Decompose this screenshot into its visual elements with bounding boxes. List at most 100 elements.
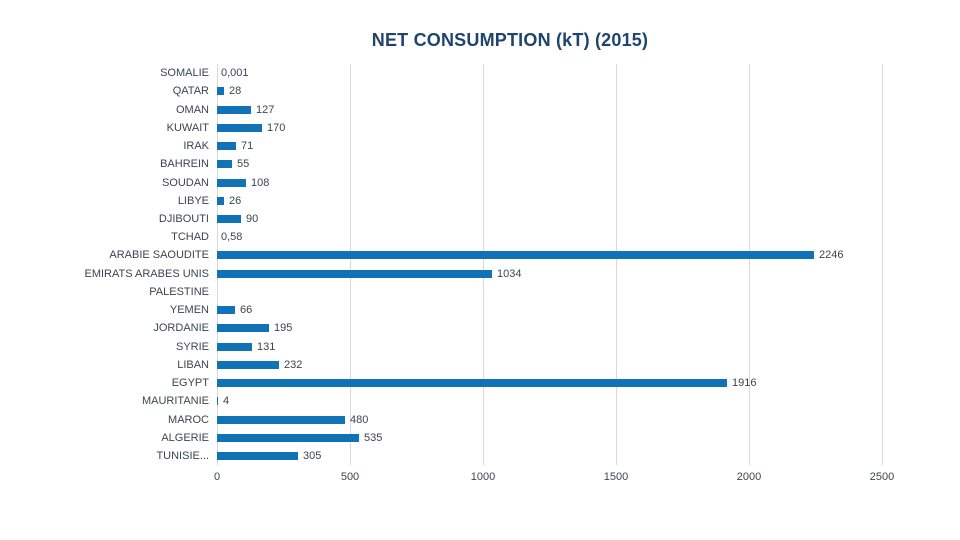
- x-axis-tick-label: 1000: [470, 471, 496, 483]
- bar: [217, 178, 246, 187]
- bar: [217, 306, 235, 315]
- value-label: 1034: [497, 267, 522, 280]
- plot-area: 0,001 28 127 170 71 55 108 26 90 0,58 2246 1034 66 19…: [217, 64, 883, 465]
- bar-rows: 0,001 28 127 170 71 55 108 26 90 0,58 2246 1034 66 19…: [217, 64, 882, 465]
- bar: [217, 142, 236, 151]
- bar-row: 535: [217, 429, 882, 447]
- category-label: OMAN: [176, 103, 209, 116]
- value-label: 195: [274, 322, 293, 335]
- category-label: EGYPT: [171, 377, 209, 390]
- gridline: [882, 64, 883, 465]
- bar: [217, 196, 224, 205]
- gridline: [483, 64, 484, 465]
- bar-row: 55: [217, 155, 882, 173]
- category-label: SOUDAN: [161, 176, 209, 189]
- category-label: DJIBOUTI: [158, 212, 209, 225]
- x-axis-tick-label: 2500: [869, 471, 895, 483]
- bar-row: 480: [217, 410, 882, 428]
- category-label: PALESTINE: [149, 285, 209, 298]
- gridlines: [217, 64, 883, 465]
- category-label: MAURITANIE: [141, 395, 209, 408]
- value-label: 55: [237, 158, 250, 171]
- value-label: 28: [229, 85, 242, 98]
- bar: [217, 397, 218, 406]
- x-axis-tick-label: 0: [213, 471, 221, 483]
- category-label: TUNISIE...: [156, 450, 209, 463]
- value-label: 232: [284, 358, 303, 371]
- bar: [217, 342, 252, 351]
- x-axis-tick-label: 1500: [603, 471, 629, 483]
- value-label: 66: [240, 304, 253, 317]
- bar-row: 1034: [217, 265, 882, 283]
- bar: [217, 379, 727, 388]
- value-label: 1916: [732, 377, 757, 390]
- value-label: 26: [229, 194, 242, 207]
- bar-row: 4: [217, 392, 882, 410]
- category-label: SYRIE: [175, 340, 209, 353]
- value-label: 4: [223, 395, 230, 408]
- bar-row: 0,58: [217, 228, 882, 246]
- bar-row: [217, 283, 882, 301]
- category-label: SOMALIE: [160, 67, 209, 80]
- category-label: TCHAD: [171, 231, 209, 244]
- chart-title: NET CONSUMPTION (kT) (2015): [371, 30, 649, 50]
- category-label: LIBAN: [177, 358, 209, 371]
- bar-row: 71: [217, 137, 882, 155]
- bar-row: 66: [217, 301, 882, 319]
- category-label: ARABIE SAOUDITE: [109, 249, 209, 262]
- value-label: 71: [241, 140, 254, 153]
- x-axis-tick-label: 2000: [736, 471, 762, 483]
- category-label: YEMEN: [169, 304, 209, 317]
- bar: [217, 214, 241, 223]
- bar: [217, 160, 232, 169]
- bar-row: 170: [217, 119, 882, 137]
- bar-row: 232: [217, 356, 882, 374]
- bar: [217, 360, 279, 369]
- bar-row: 26: [217, 192, 882, 210]
- category-label: MAROC: [168, 413, 209, 426]
- bar-row: 90: [217, 210, 882, 228]
- bar-row: 305: [217, 447, 882, 465]
- gridline: [616, 64, 617, 465]
- value-label: 90: [246, 212, 259, 225]
- bar: [217, 123, 262, 132]
- bar-row: 1916: [217, 374, 882, 392]
- value-label: 0,001: [221, 67, 249, 80]
- bar-row: 195: [217, 319, 882, 337]
- bar-row: 131: [217, 338, 882, 356]
- category-label: IRAK: [183, 140, 209, 153]
- category-label: QATAR: [172, 85, 209, 98]
- category-label: JORDANIE: [153, 322, 209, 335]
- value-label: 0,58: [221, 231, 243, 244]
- bar-row: 108: [217, 173, 882, 191]
- bar-row: 28: [217, 82, 882, 100]
- bar: [217, 433, 359, 442]
- bar: [217, 415, 345, 424]
- category-label: BAHREIN: [160, 158, 209, 171]
- bar: [217, 269, 492, 278]
- category-label: LIBYE: [177, 194, 209, 207]
- bar: [217, 324, 269, 333]
- bar-row: 0,001: [217, 64, 882, 82]
- value-label: 480: [350, 413, 369, 426]
- gridline: [217, 64, 218, 465]
- gridline: [749, 64, 750, 465]
- category-label: EMIRATS ARABES UNIS: [84, 267, 210, 280]
- bar: [217, 105, 251, 114]
- category-label: ALGERIE: [161, 431, 209, 444]
- x-axis-tick-label: 500: [340, 471, 360, 483]
- value-label: 108: [251, 176, 270, 189]
- bar: [217, 251, 814, 260]
- value-label: 127: [256, 103, 275, 116]
- bar-row: 127: [217, 100, 882, 118]
- value-label: 535: [364, 431, 383, 444]
- bar: [217, 452, 298, 461]
- category-axis-labels: SOMALIE QATAR OMAN KUWAIT IRAK BAHREIN SOUDAN L…: [0, 64, 210, 465]
- x-axis: 0 500 1000 1500 2000 2500: [0, 471, 960, 487]
- value-label: 131: [257, 340, 276, 353]
- gridline: [350, 64, 351, 465]
- bar: [217, 87, 224, 96]
- value-label: 2246: [819, 249, 844, 262]
- bar-row: 2246: [217, 246, 882, 264]
